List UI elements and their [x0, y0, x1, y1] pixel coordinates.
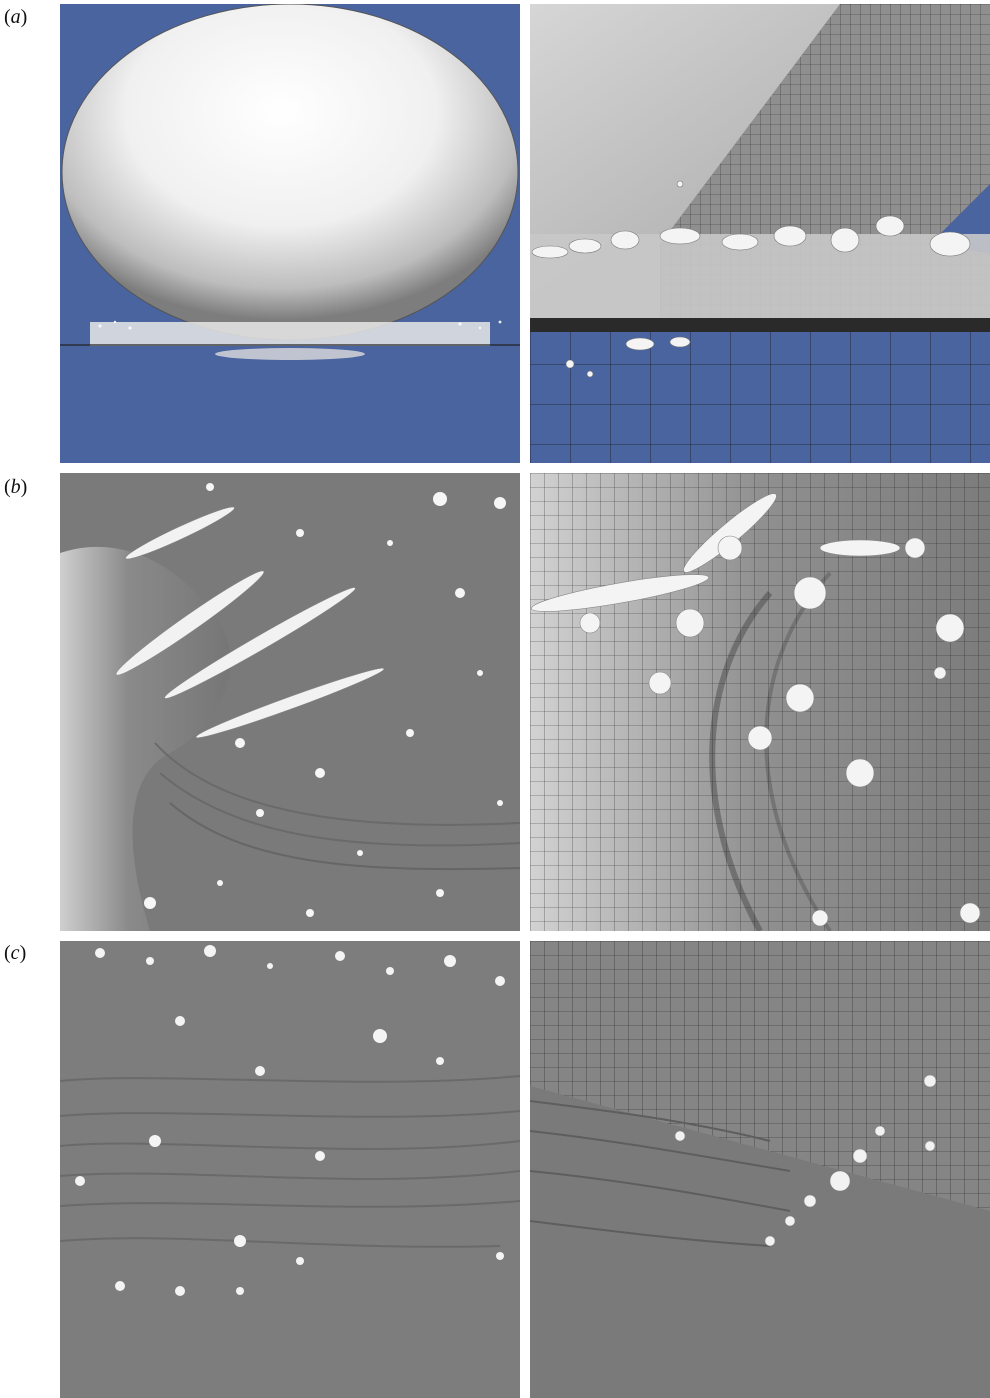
wave-surface-mesh-image — [530, 941, 990, 1398]
row-label-b: (b) — [4, 476, 28, 498]
droplet-impact-image — [60, 4, 520, 463]
panel-a-left — [60, 4, 520, 463]
row-label-a: (a) — [4, 6, 28, 28]
panel-b-right — [530, 473, 990, 931]
panel-b-left — [60, 473, 520, 931]
panel-c-left — [60, 941, 520, 1398]
breaking-wave-image — [60, 473, 520, 931]
panel-a-right — [530, 4, 990, 463]
panel-c-right — [530, 941, 990, 1398]
wave-surface-image — [60, 941, 520, 1398]
droplet-contact-mesh-image — [530, 4, 990, 463]
row-label-c: (c) — [4, 942, 27, 964]
breaking-wave-mesh-image — [530, 473, 990, 931]
